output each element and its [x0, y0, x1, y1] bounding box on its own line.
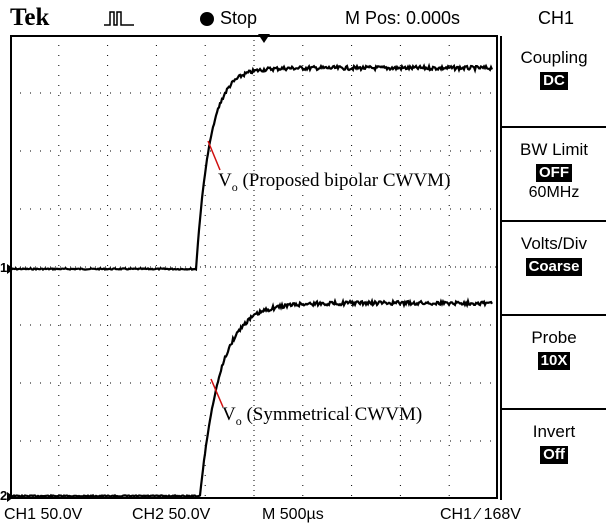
acquisition-state: Stop	[220, 8, 258, 28]
horizontal-position: M Pos: 0.000s	[345, 8, 461, 28]
menu-coupling-value: DC	[540, 72, 568, 90]
menu-volts-div-title: Volts/Div	[520, 234, 588, 253]
menu-coupling[interactable]: Coupling DC	[502, 36, 606, 128]
menu-volts-div[interactable]: Volts/Div Coarse	[502, 222, 606, 316]
waveform-display	[10, 35, 498, 499]
status-bar: Tek Stop M Pos: 0.000s CH1	[0, 0, 607, 43]
trace-symmetrical	[10, 297, 493, 499]
brand-logo: Tek	[10, 4, 50, 31]
trace-proposed-bipolar	[10, 62, 494, 272]
menu-bw-limit-value: OFF	[536, 164, 572, 182]
menu-bw-limit-title: BW Limit	[520, 140, 588, 159]
menu-invert[interactable]: Invert Off	[502, 410, 606, 500]
menu-probe[interactable]: Probe 10X	[502, 316, 606, 410]
ch1-ground-marker: 1	[0, 260, 15, 275]
side-menu: Coupling DC BW Limit OFF 60MHz Volts/Div…	[500, 36, 606, 500]
menu-probe-title: Probe	[531, 328, 577, 347]
menu-bw-limit-sub: 60MHz	[528, 184, 580, 201]
menu-volts-div-value: Coarse	[525, 258, 583, 276]
menu-probe-value: 10X	[537, 352, 571, 370]
menu-channel-title: CH1	[538, 8, 575, 28]
trigger-position-icon	[258, 34, 270, 43]
menu-invert-value: Off	[540, 446, 568, 464]
menu-bw-limit[interactable]: BW Limit OFF 60MHz	[502, 128, 606, 222]
trigger-readout: CH1 ∕ 168V	[440, 506, 521, 523]
lower-trace-label: Vo (Symmetrical CWVM)	[222, 404, 423, 428]
stop-dot-icon	[200, 12, 214, 26]
time-scale: M 500µs	[262, 506, 324, 523]
ch2-ground-marker: 2	[0, 488, 15, 503]
trigger-pulse-icon	[104, 11, 134, 26]
ch2-scale: CH2 50.0V	[132, 506, 211, 523]
annotation-leader-upper	[207, 140, 221, 171]
menu-invert-title: Invert	[532, 422, 576, 441]
menu-coupling-title: Coupling	[520, 48, 588, 67]
scale-readout-bar: CH1 50.0V CH2 50.0V M 500µs CH1 ∕ 168V	[0, 504, 607, 529]
ch1-scale: CH1 50.0V	[4, 506, 83, 523]
annotation-leader-lower	[210, 378, 224, 408]
graticule	[10, 35, 498, 499]
upper-trace-label: Vo (Proposed bipolar CWVM)	[218, 170, 451, 194]
